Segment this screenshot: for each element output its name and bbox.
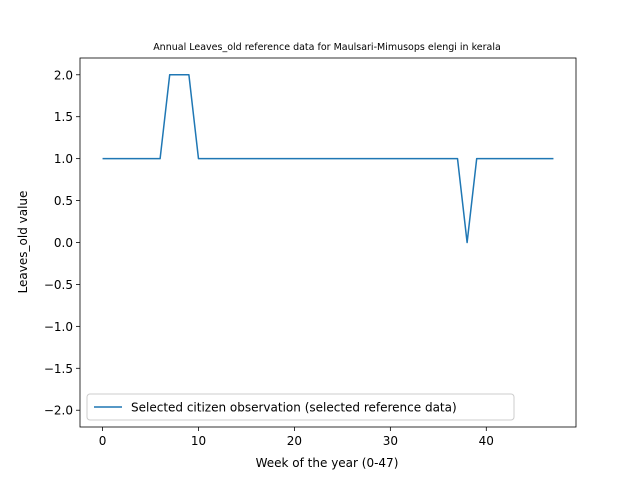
y-tick-label: 0.5 xyxy=(54,194,73,208)
y-tick-label: 1.0 xyxy=(54,152,73,166)
x-tick-label: 40 xyxy=(479,434,494,448)
legend-entry-label: Selected citizen observation (selected r… xyxy=(131,401,457,415)
y-tick-label: 1.5 xyxy=(54,110,73,124)
axes-frame xyxy=(79,57,577,428)
legend: Selected citizen observation (selected r… xyxy=(86,393,515,421)
y-tick-label: 0.0 xyxy=(54,236,73,250)
legend-box xyxy=(86,393,515,421)
y-tick-label: −0.5 xyxy=(44,278,73,292)
plot-area: 0 10 20 30 40 −2.0 −1.5 −1.0 −0.5 0.0 0.5 1.0 1.5 2.0 xyxy=(44,57,577,448)
x-tick-label: 30 xyxy=(383,434,398,448)
y-axis-label: Leaves_old value xyxy=(16,191,30,294)
y-tick-label: −2.0 xyxy=(44,404,73,418)
y-tick-label: −1.0 xyxy=(44,320,73,334)
y-tick-label: 2.0 xyxy=(54,68,73,82)
x-axis-label: Week of the year (0-47) xyxy=(256,456,399,470)
x-tick-label: 0 xyxy=(99,434,107,448)
chart-title: Annual Leaves_old reference data for Mau… xyxy=(153,42,501,53)
series-line-0 xyxy=(102,74,554,244)
y-tick-label: −1.5 xyxy=(44,362,73,376)
x-tick-label: 20 xyxy=(287,434,302,448)
x-tick-label: 10 xyxy=(191,434,206,448)
